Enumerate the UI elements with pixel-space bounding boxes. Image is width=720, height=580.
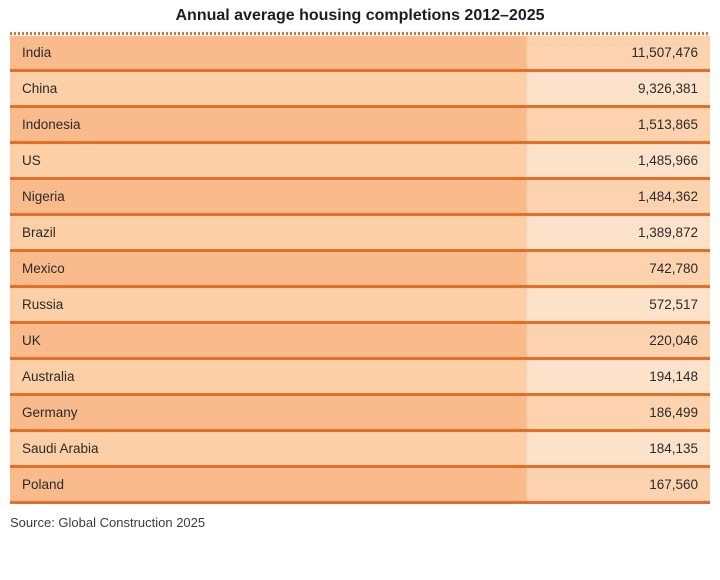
value-cell: 11,507,476	[527, 36, 710, 69]
country-cell: China	[10, 72, 527, 105]
value-cell: 186,499	[527, 396, 710, 429]
table-top-dotted-border	[10, 32, 710, 35]
country-cell: Nigeria	[10, 180, 527, 213]
country-cell: Russia	[10, 288, 527, 321]
chart-title: Annual average housing completions 2012–…	[175, 7, 545, 24]
country-cell: Australia	[10, 360, 527, 393]
housing-completions-table: India 11,507,476 China 9,326,381 Indones…	[10, 32, 710, 504]
value-cell: 9,326,381	[527, 72, 710, 105]
table-rows: India 11,507,476 China 9,326,381 Indones…	[10, 36, 710, 504]
table-row: Australia 194,148	[10, 360, 710, 396]
source-caption: Source: Global Construction 2025	[10, 515, 206, 530]
value-cell: 1,513,865	[527, 108, 710, 141]
country-cell: Brazil	[10, 216, 527, 249]
table-row: India 11,507,476	[10, 36, 710, 72]
value-cell: 167,560	[527, 468, 710, 501]
country-cell: Indonesia	[10, 108, 527, 141]
table-row: Germany 186,499	[10, 396, 710, 432]
table-row: US 1,485,966	[10, 144, 710, 180]
table-row: Nigeria 1,484,362	[10, 180, 710, 216]
value-cell: 742,780	[527, 252, 710, 285]
country-cell: UK	[10, 324, 527, 357]
country-cell: Germany	[10, 396, 527, 429]
value-cell: 1,389,872	[527, 216, 710, 249]
value-cell: 220,046	[527, 324, 710, 357]
table-row: Russia 572,517	[10, 288, 710, 324]
table-row: China 9,326,381	[10, 72, 710, 108]
value-cell: 184,135	[527, 432, 710, 465]
table-row: Brazil 1,389,872	[10, 216, 710, 252]
country-cell: India	[10, 36, 527, 69]
table-row: Indonesia 1,513,865	[10, 108, 710, 144]
value-cell: 1,485,966	[527, 144, 710, 177]
table-row: Saudi Arabia 184,135	[10, 432, 710, 468]
country-cell: Mexico	[10, 252, 527, 285]
table-row: Poland 167,560	[10, 468, 710, 504]
table-row: Mexico 742,780	[10, 252, 710, 288]
country-cell: Saudi Arabia	[10, 432, 527, 465]
value-cell: 572,517	[527, 288, 710, 321]
table-row: UK 220,046	[10, 324, 710, 360]
value-cell: 194,148	[527, 360, 710, 393]
value-cell: 1,484,362	[527, 180, 710, 213]
country-cell: US	[10, 144, 527, 177]
country-cell: Poland	[10, 468, 527, 501]
